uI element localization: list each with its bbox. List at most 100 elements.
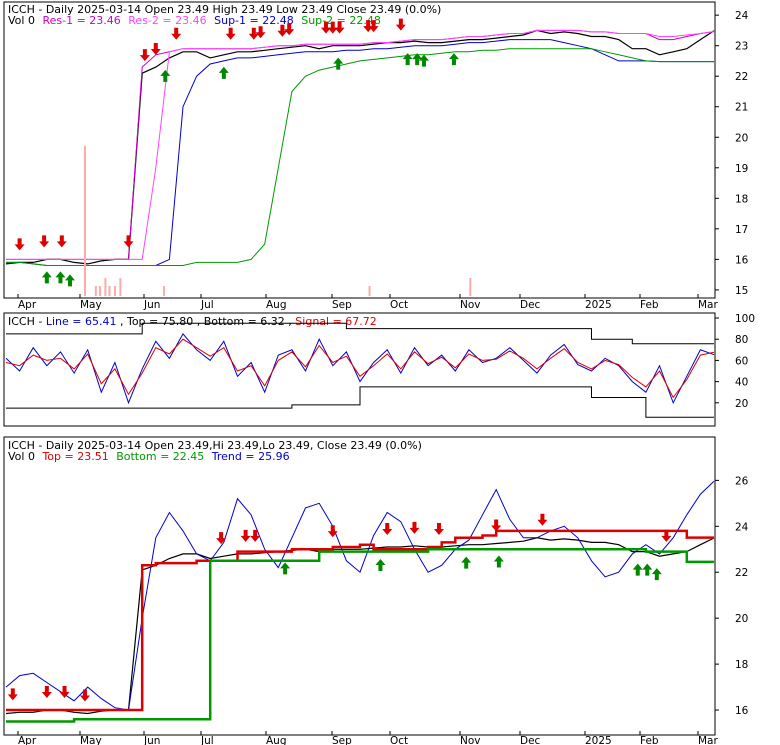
up-arrow-marker (642, 563, 653, 576)
p2-series-top (6, 322, 714, 345)
down-arrow-marker (395, 18, 406, 31)
p2-series-bottom (6, 386, 714, 418)
p2-ytick-label: 60 (735, 355, 748, 367)
up-arrow-marker (651, 568, 662, 581)
p3-xtick-label: Sep (332, 735, 352, 745)
p3-series-trend (5, 480, 715, 711)
down-arrow-marker (216, 532, 227, 545)
p1-ytick-label: 23 (735, 41, 748, 53)
up-arrow-marker (333, 57, 344, 70)
down-arrow-marker (255, 26, 266, 39)
p2-ytick-label: 40 (735, 377, 748, 389)
up-arrow-marker (402, 53, 413, 66)
p1-ytick-label: 22 (735, 71, 748, 83)
legend3-top: Top = 23.51 (41, 450, 108, 463)
down-arrow-marker (59, 686, 70, 699)
p1-ytick-label: 18 (735, 193, 748, 205)
down-arrow-marker (661, 529, 672, 542)
p3-series-close (5, 537, 715, 715)
p3-ytick-label: 26 (735, 475, 749, 487)
p1-xtick-label: Aug (266, 299, 287, 311)
panel-1-legend: Vol 0 Res-1 = 23.46 Res-2 = 23.46 Sup-1 … (8, 14, 381, 27)
p3-xtick-label: Mar (698, 735, 718, 745)
p3-ytick-label: 18 (735, 659, 748, 671)
up-arrow-marker (160, 69, 171, 82)
p1-ytick-label: 17 (735, 224, 748, 236)
panel-1-frame (3, 1, 716, 299)
up-arrow-marker (493, 555, 504, 568)
panel-3-title: ICCH - Daily 2025-03-14 Open 23.49,Hi 23… (8, 439, 422, 452)
down-arrow-marker (537, 513, 548, 526)
p2-ytick-label: 20 (735, 398, 748, 410)
p1-xtick-label: Apr (18, 299, 37, 311)
p3-ytick-label: 16 (735, 705, 749, 717)
panel-3-legend: Vol 0 Top = 23.51 Bottom = 22.45 Trend =… (8, 450, 290, 463)
p1-xtick-label: Oct (390, 299, 408, 311)
p1-xtick-label: May (80, 299, 102, 311)
p2-series-signal (5, 338, 715, 399)
down-arrow-marker (225, 27, 236, 40)
legend-sup1: Sup-1 = 22.48 (214, 14, 294, 27)
p1-series-res-1 (6, 29, 715, 260)
down-arrow-marker (240, 529, 251, 542)
legend-vol: Vol 0 (8, 14, 35, 27)
up-arrow-marker (375, 558, 386, 571)
legend3-vol: Vol 0 (8, 450, 35, 463)
p1-ytick-label: 15 (735, 285, 748, 297)
p3-ytick-label: 20 (735, 613, 748, 625)
down-arrow-marker (7, 688, 18, 701)
p3-xtick-label: Oct (390, 735, 408, 745)
down-arrow-marker (284, 23, 295, 36)
up-arrow-marker (280, 562, 291, 575)
stoch-sep-3: , (288, 315, 295, 328)
stoch-bottom-legend: Bottom = 6.32 (204, 315, 285, 328)
up-arrow-marker (448, 53, 459, 66)
down-arrow-marker (41, 686, 52, 699)
legend-res2: Res-2 = 23.46 (128, 14, 206, 27)
down-arrow-marker (382, 522, 393, 535)
down-arrow-marker (79, 689, 90, 702)
p1-xtick-label: Dec (520, 299, 541, 311)
up-arrow-marker (218, 66, 229, 79)
p1-ytick-label: 21 (735, 102, 748, 114)
p3-xtick-label: May (80, 735, 102, 745)
stoch-line-legend: Line = 65.41 (46, 315, 117, 328)
down-arrow-marker (409, 521, 420, 534)
p3-series-bottom (6, 548, 714, 723)
p2-series-line (5, 333, 715, 405)
p1-series-sup-2 (6, 48, 714, 266)
down-arrow-marker (433, 522, 444, 535)
p3-xtick-label: Apr (18, 735, 37, 745)
p1-ytick-label: 19 (735, 163, 748, 175)
down-arrow-marker (123, 235, 134, 248)
p3-xtick-label: Nov (460, 735, 481, 745)
legend-sup2: Sup-2 = 22.48 (301, 14, 381, 27)
up-arrow-marker (64, 274, 75, 287)
down-arrow-marker (139, 49, 150, 62)
down-arrow-marker (334, 21, 345, 34)
panel-3-frame (3, 436, 716, 736)
p1-xtick-label: Sep (332, 299, 352, 311)
legend-res1: Res-1 = 23.46 (42, 14, 120, 27)
down-arrow-marker (327, 21, 338, 34)
p3-xtick-label: Dec (520, 735, 541, 745)
p1-series-sup-1 (6, 39, 714, 266)
p1-xtick-label: Feb (640, 299, 659, 311)
p1-ytick-label: 24 (735, 10, 749, 22)
up-arrow-marker (632, 563, 643, 576)
down-arrow-marker (248, 27, 259, 40)
p3-ytick-label: 24 (735, 521, 749, 533)
stoch-prefix: ICCH - (8, 315, 46, 328)
legend3-trend: Trend = 25.96 (211, 450, 290, 463)
down-arrow-marker (250, 529, 261, 542)
p3-xtick-label: Jul (200, 735, 214, 745)
p1-series-close (5, 29, 715, 265)
down-arrow-marker (14, 238, 25, 251)
p1-xtick-label: Nov (460, 299, 481, 311)
down-arrow-marker (368, 20, 379, 33)
stoch-signal-legend: Signal = 67.72 (295, 315, 377, 328)
p3-ytick-label: 22 (735, 567, 748, 579)
p3-series-top (6, 529, 714, 712)
panel-2-title: ICCH - Line = 65.41 , Top = 75.80 , Bott… (8, 315, 377, 328)
